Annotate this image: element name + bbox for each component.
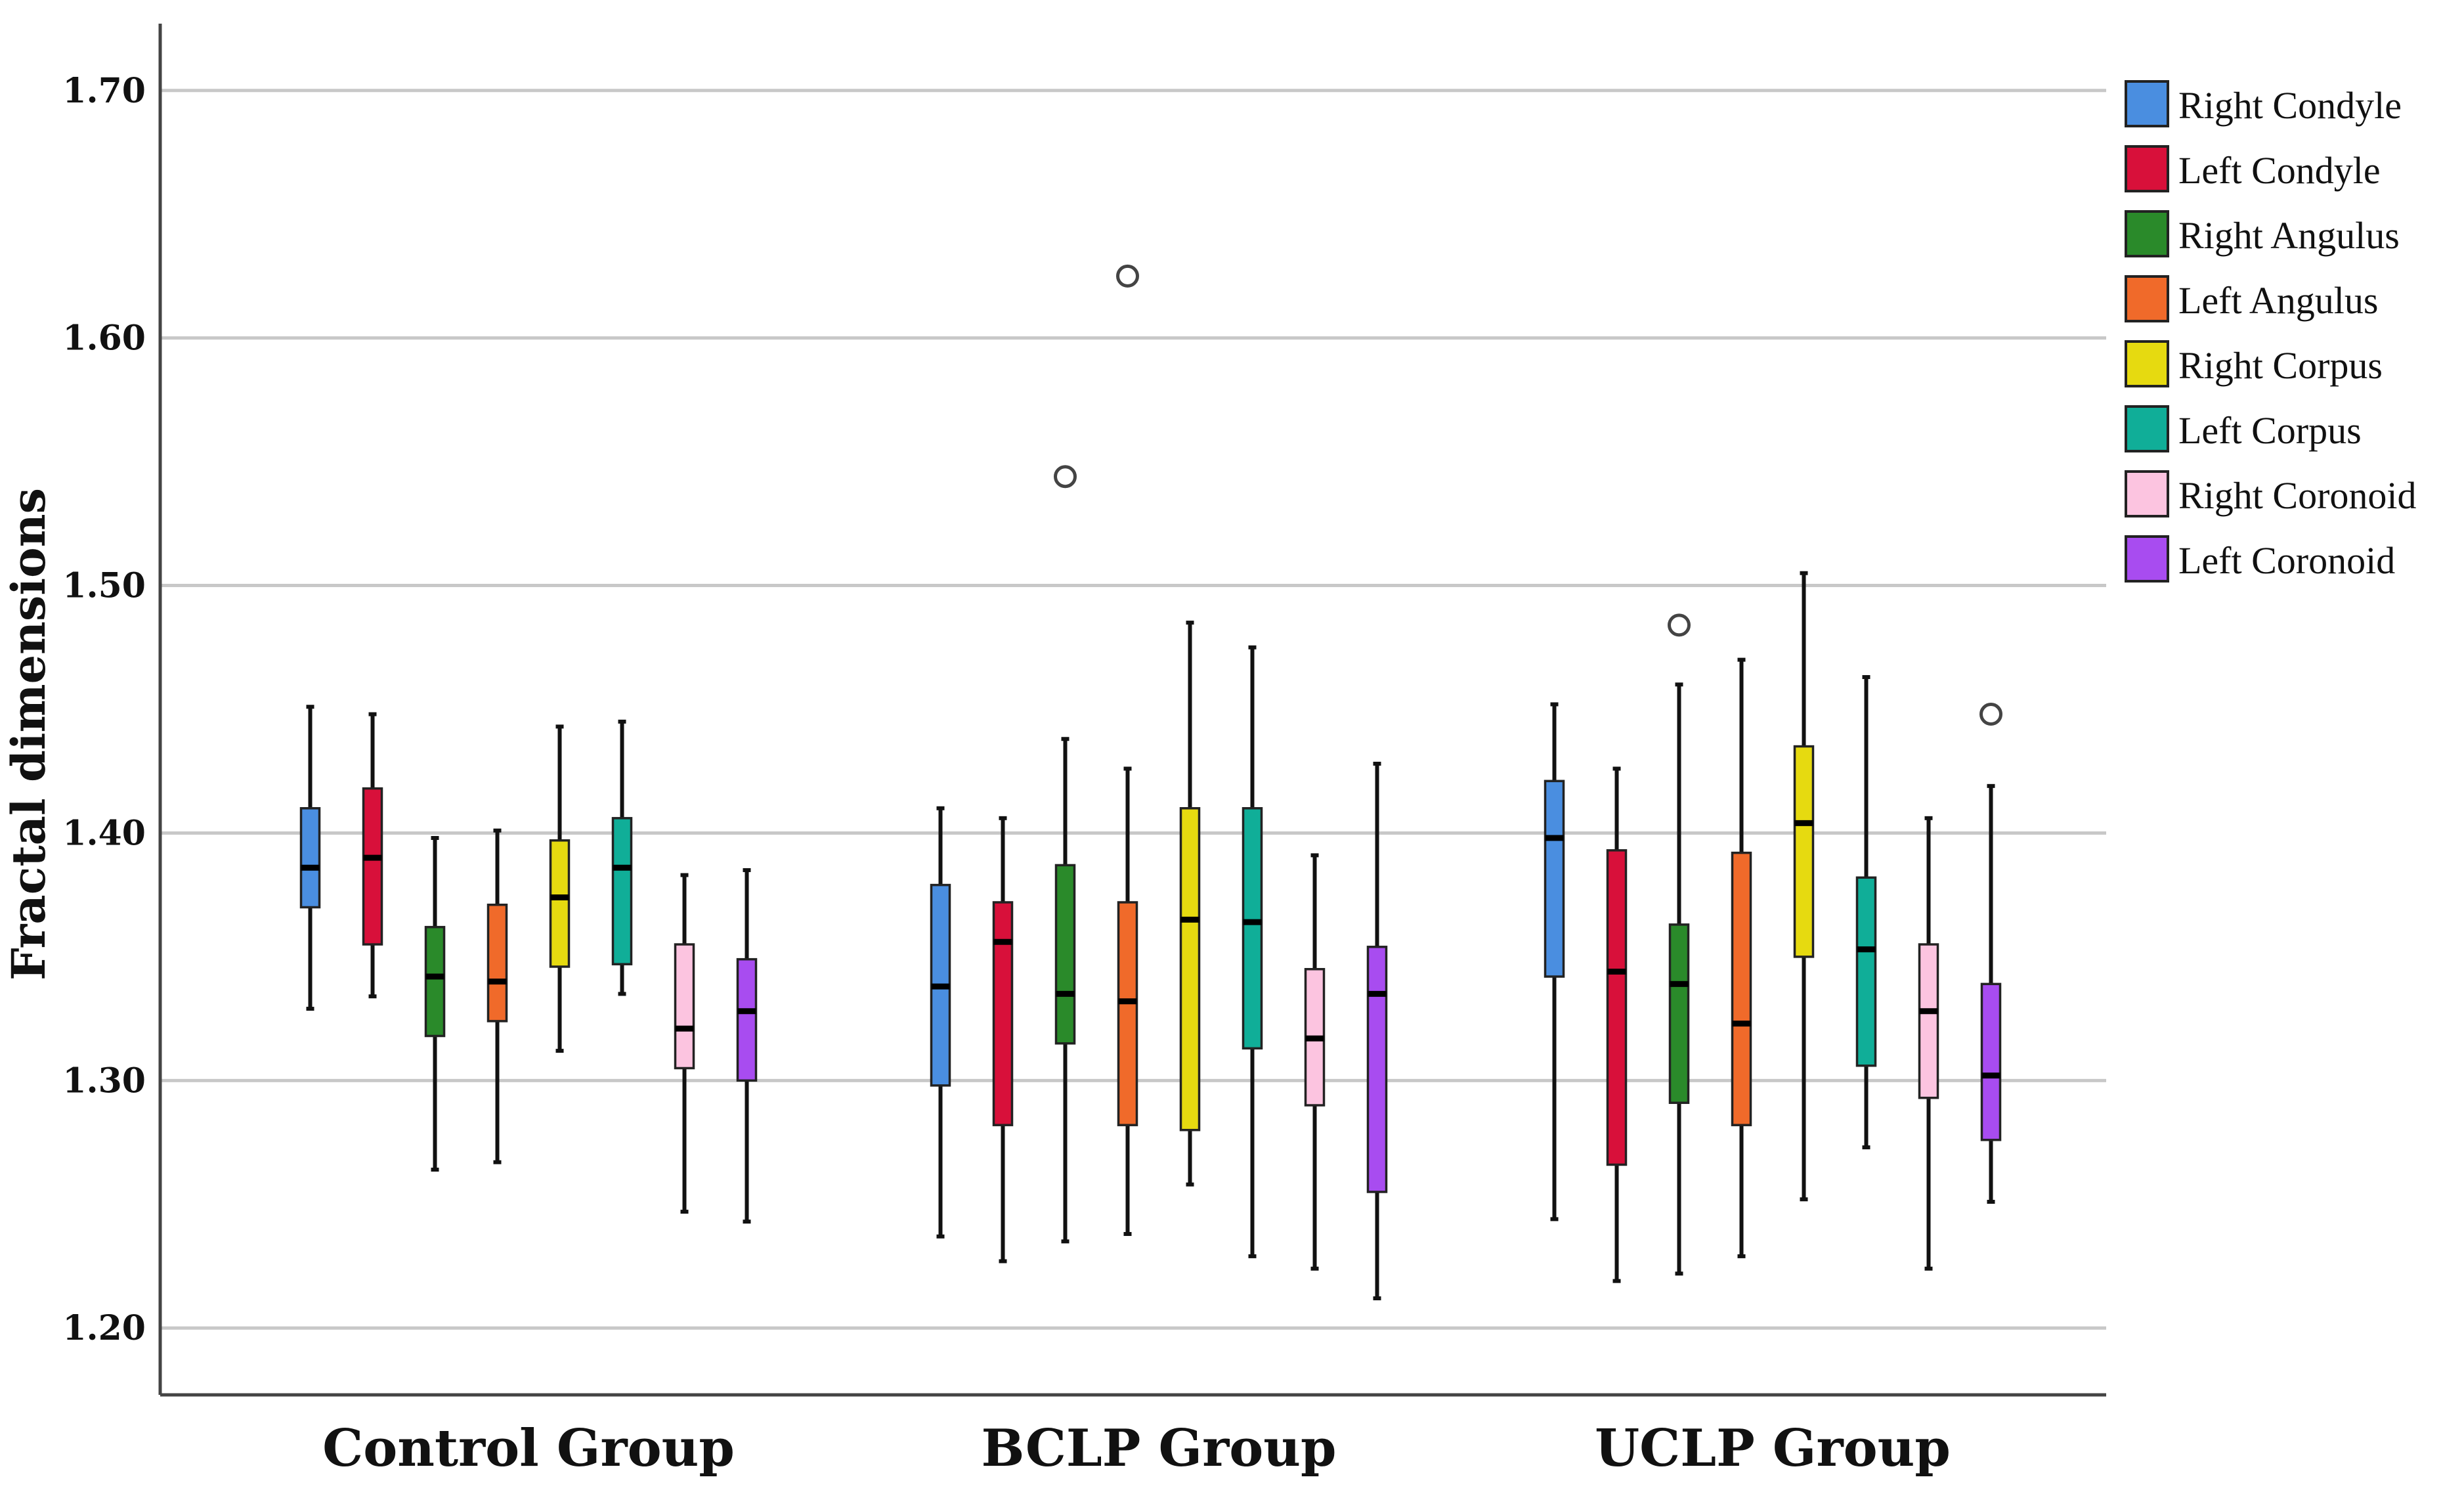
- box: [674, 943, 695, 1070]
- y-tick-label: 1.50: [62, 566, 146, 606]
- box: [1366, 946, 1388, 1193]
- boxplot: [1242, 645, 1263, 1258]
- box: [736, 957, 758, 1082]
- box: [1117, 901, 1138, 1126]
- boxplot: [1793, 571, 1815, 1202]
- axes: [158, 24, 2106, 1397]
- legend-label: Left Angulus: [2178, 279, 2378, 322]
- y-axis-title: Fractal dimensions: [1, 488, 56, 980]
- legend-swatch: [2125, 145, 2169, 192]
- boxplot: [1366, 761, 1388, 1301]
- boxplot: [549, 724, 571, 1053]
- box: [549, 839, 571, 968]
- box: [992, 901, 1014, 1126]
- y-tick-labels: 1.20 1.30 1.40 1.50 1.60 1.70: [62, 71, 146, 1348]
- group-label: Control Group: [322, 1419, 735, 1478]
- y-tick-label: 1.40: [62, 813, 146, 853]
- box: [424, 925, 446, 1038]
- legend-swatch: [2125, 210, 2169, 257]
- box: [1980, 982, 2002, 1141]
- boxplot: [1918, 816, 1939, 1271]
- legend: Right Condyle Left Condyle Right Angulus Le…: [2125, 80, 2417, 583]
- legend-label: Left Coronoid: [2178, 539, 2395, 582]
- y-tick-label: 1.30: [62, 1061, 146, 1101]
- outlier-point: [1668, 613, 1691, 637]
- boxplot: [1668, 613, 1691, 1276]
- boxplot: [1731, 657, 1752, 1258]
- boxplot: [736, 868, 758, 1224]
- legend-swatch: [2125, 275, 2169, 322]
- box: [1606, 849, 1628, 1166]
- legend-label: Right Angulus: [2178, 214, 2400, 257]
- boxplot: [1179, 621, 1201, 1187]
- legend-swatch: [2125, 535, 2169, 583]
- box: [1731, 851, 1752, 1126]
- gridlines: [160, 89, 2106, 1330]
- legend-label: Right Corpus: [2178, 344, 2383, 387]
- boxplot: [299, 705, 321, 1011]
- legend-swatch: [2125, 80, 2169, 127]
- boxplot: [1979, 703, 2002, 1204]
- y-tick-label: 1.70: [62, 71, 146, 111]
- box: [1918, 943, 1939, 1099]
- boxplot: [486, 828, 508, 1164]
- box: [1668, 923, 1690, 1105]
- boxplot: [424, 835, 446, 1172]
- legend-label: Right Coronoid: [2178, 474, 2417, 517]
- boxplot: [1544, 702, 1565, 1221]
- boxplot: [611, 719, 633, 996]
- box: [1793, 745, 1815, 958]
- outlier-point: [1116, 264, 1139, 288]
- boxplot: [930, 806, 951, 1239]
- boxplot: [674, 873, 695, 1214]
- outlier-point: [1054, 465, 1077, 489]
- outlier-point: [1979, 703, 2002, 726]
- box: [362, 787, 383, 946]
- box: [1179, 807, 1201, 1132]
- legend-swatch: [2125, 470, 2169, 517]
- legend-swatch: [2125, 340, 2169, 387]
- box: [486, 903, 508, 1023]
- group-label: BCLP Group: [981, 1419, 1336, 1478]
- legend-label: Right Condyle: [2178, 84, 2402, 127]
- box: [1054, 864, 1076, 1045]
- boxplots: [299, 264, 2002, 1301]
- box: [1855, 876, 1877, 1067]
- legend-label: Left Condyle: [2178, 149, 2381, 192]
- box: [1544, 780, 1565, 978]
- box: [299, 807, 321, 909]
- boxplot: [1304, 853, 1326, 1271]
- legend-label: Left Corpus: [2178, 409, 2362, 452]
- boxplot: [1606, 766, 1628, 1283]
- legend-swatch: [2125, 405, 2169, 452]
- group-labels: Control Group BCLP Group UCLP Group: [322, 1419, 1951, 1478]
- box: [611, 817, 633, 965]
- boxplot: [1054, 465, 1077, 1244]
- boxplot: [992, 816, 1014, 1264]
- y-tick-label: 1.60: [62, 319, 146, 359]
- boxplot: [1116, 264, 1139, 1237]
- boxplot: [362, 712, 383, 999]
- group-label: UCLP Group: [1595, 1419, 1951, 1478]
- y-tick-label: 1.20: [62, 1308, 146, 1348]
- box: [1242, 807, 1263, 1050]
- boxplot: [1855, 675, 1877, 1150]
